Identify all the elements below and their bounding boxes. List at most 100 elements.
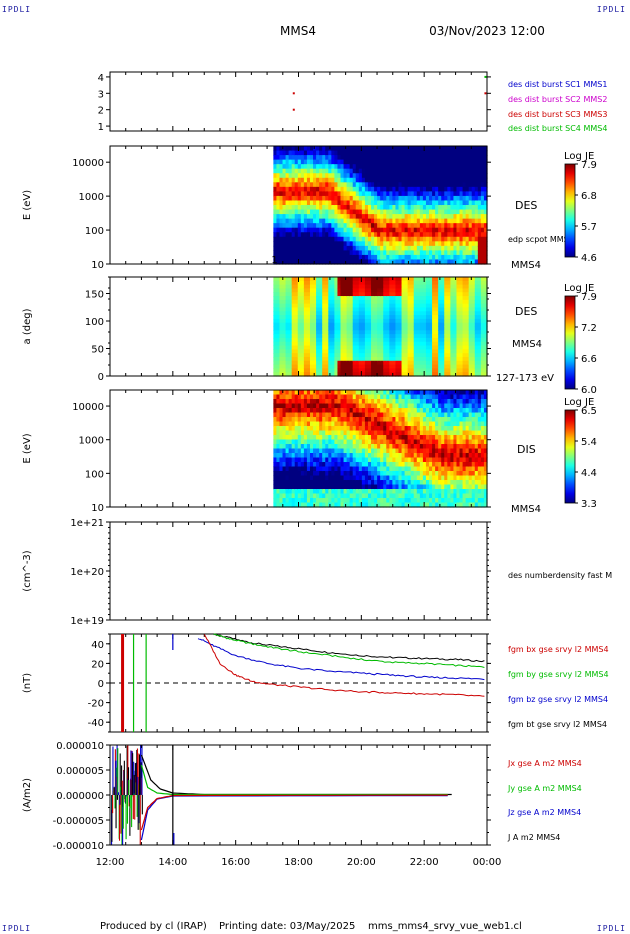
- des-pitch-panel-cell: [432, 349, 436, 354]
- dis-energy-panel-cell: [331, 471, 335, 477]
- dis-energy-panel-cell: [340, 466, 345, 472]
- des-pitch-panel-cell: [416, 311, 421, 316]
- dis-energy-panel-cell: [319, 444, 323, 450]
- des-pitch-panel-cell: [456, 280, 461, 286]
- des-energy-panel-cell: [279, 209, 284, 215]
- dis-energy-panel-cell: [355, 435, 360, 441]
- des-pitch-panel-cell: [471, 341, 476, 347]
- des-energy-panel-cell: [480, 195, 485, 202]
- dis-energy-panel-cell: [389, 399, 393, 405]
- dis-energy-panel-cell: [282, 489, 287, 495]
- dis-energy-panel-cell: [303, 498, 308, 504]
- dis-energy-panel-cell: [319, 471, 323, 477]
- des-pitch-panel-cell: [374, 303, 378, 309]
- des-pitch-panel-cell: [453, 364, 458, 369]
- des-energy-panel-cell: [313, 200, 317, 206]
- des-pitch-panel-cell: [407, 318, 412, 324]
- des-pitch-panel-cell: [435, 337, 439, 343]
- des-pitch-panel-cell: [432, 284, 436, 290]
- des-energy-panel-cell: [386, 227, 390, 233]
- dis-energy-panel-cell: [377, 408, 381, 414]
- des-pitch-panel-cell: [364, 334, 369, 339]
- des-pitch-panel-cell: [471, 326, 476, 331]
- des-pitch-panel-cell: [401, 360, 406, 366]
- des-pitch-panel-cell: [371, 326, 375, 331]
- des-pitch-panel-cell: [303, 356, 308, 362]
- dis-energy-panel-cell: [386, 444, 390, 450]
- dis-energy-panel-cell: [337, 480, 342, 486]
- des-energy-panel-cell: [364, 155, 369, 161]
- des-energy-panel-cell: [306, 173, 311, 179]
- des-energy-panel-cell: [386, 241, 390, 247]
- des-energy-panel-cell: [334, 168, 339, 174]
- des-pitch-panel-cell: [291, 299, 296, 305]
- des-energy-panel-cell: [404, 159, 409, 165]
- des-energy-panel-cell: [288, 250, 293, 256]
- des-energy-panel-cell: [465, 200, 470, 206]
- des-pitch-panel-cell: [398, 311, 403, 316]
- des-energy-panel-cell: [358, 146, 363, 152]
- des-pitch-panel-cell: [465, 372, 470, 377]
- des-pitch-panel-cell: [303, 364, 308, 369]
- dis-energy-panel-cell: [319, 475, 323, 481]
- des-energy-panel-cell: [386, 205, 390, 211]
- des-energy-panel-cell: [450, 232, 455, 238]
- des-energy-panel-cell: [297, 223, 302, 229]
- burst-panel-legend-entry: des dist burst SC4 MMS4: [508, 124, 607, 133]
- des-energy-panel-cell: [291, 182, 296, 188]
- dis-energy-panel-cell: [285, 502, 290, 508]
- des-energy-panel-cell: [364, 173, 369, 179]
- des-energy-panel-cell: [468, 259, 473, 265]
- des-pitch-panel-cell: [346, 292, 351, 297]
- des-energy-panel-cell: [343, 173, 348, 179]
- des-energy-panel-cell: [325, 146, 329, 152]
- des-energy-panel-cell: [413, 259, 418, 265]
- des-pitch-panel-cell: [429, 292, 433, 297]
- dis-energy-panel-cell: [371, 484, 375, 490]
- des-pitch-panel-cell: [306, 368, 311, 373]
- des-energy-panel-cell: [306, 200, 311, 206]
- des-pitch-panel-cell: [358, 277, 363, 282]
- des-pitch-panel-cell: [340, 368, 345, 373]
- des-pitch-panel-cell: [480, 299, 485, 305]
- des-pitch-panel-cell: [389, 292, 393, 297]
- des-energy-panel-cell: [416, 164, 421, 170]
- des-pitch-panel-cell: [328, 280, 332, 286]
- des-pitch-panel-cell: [355, 288, 360, 293]
- des-pitch-panel-cell: [422, 372, 427, 377]
- dis-energy-panel-cell: [273, 403, 278, 409]
- dis-energy-panel-cell: [401, 426, 406, 432]
- des-energy-panel-cell: [319, 164, 323, 170]
- des-energy-panel-cell: [349, 236, 354, 242]
- des-energy-panel-cell: [325, 254, 329, 261]
- des-pitch-panel-cell: [273, 356, 278, 362]
- des-pitch-panel-cell: [355, 368, 360, 373]
- des-pitch-panel-cell: [374, 280, 378, 286]
- des-pitch-panel-cell: [309, 288, 314, 293]
- des-pitch-panel-cell: [306, 353, 311, 358]
- des-pitch-panel-cell: [282, 311, 287, 316]
- des-pitch-panel-cell: [395, 334, 400, 339]
- des-energy-panel-cell: [459, 177, 464, 183]
- dis-energy-panel-cell: [346, 439, 351, 445]
- des-pitch-panel-cell: [413, 353, 418, 358]
- des-energy-panel-cell: [300, 241, 305, 247]
- dis-energy-panel-cell: [374, 484, 378, 490]
- des-energy-panel-cell: [444, 150, 448, 156]
- des-energy-panel-cell: [367, 223, 372, 229]
- des-energy-panel-cell: [282, 232, 287, 238]
- dis-energy-panel-cell: [337, 435, 342, 441]
- des-energy-panel-cell: [425, 155, 430, 161]
- dis-energy-panel-cell: [276, 502, 281, 508]
- des-energy-panel-cell: [389, 259, 393, 265]
- des-energy-panel-cell: [380, 168, 384, 174]
- dis-energy-panel-cell: [319, 484, 323, 490]
- dis-energy-panel-cell: [401, 390, 406, 396]
- des-pitch-panel-cell: [432, 364, 436, 369]
- des-energy-panel-cell: [407, 195, 412, 202]
- des-pitch-panel-cell: [471, 292, 476, 297]
- des-energy-panel-cell: [380, 177, 384, 183]
- dis-energy-panel-cell: [294, 421, 299, 427]
- des-pitch-panel-cell: [462, 303, 467, 309]
- des-pitch-panel-cell: [285, 368, 290, 373]
